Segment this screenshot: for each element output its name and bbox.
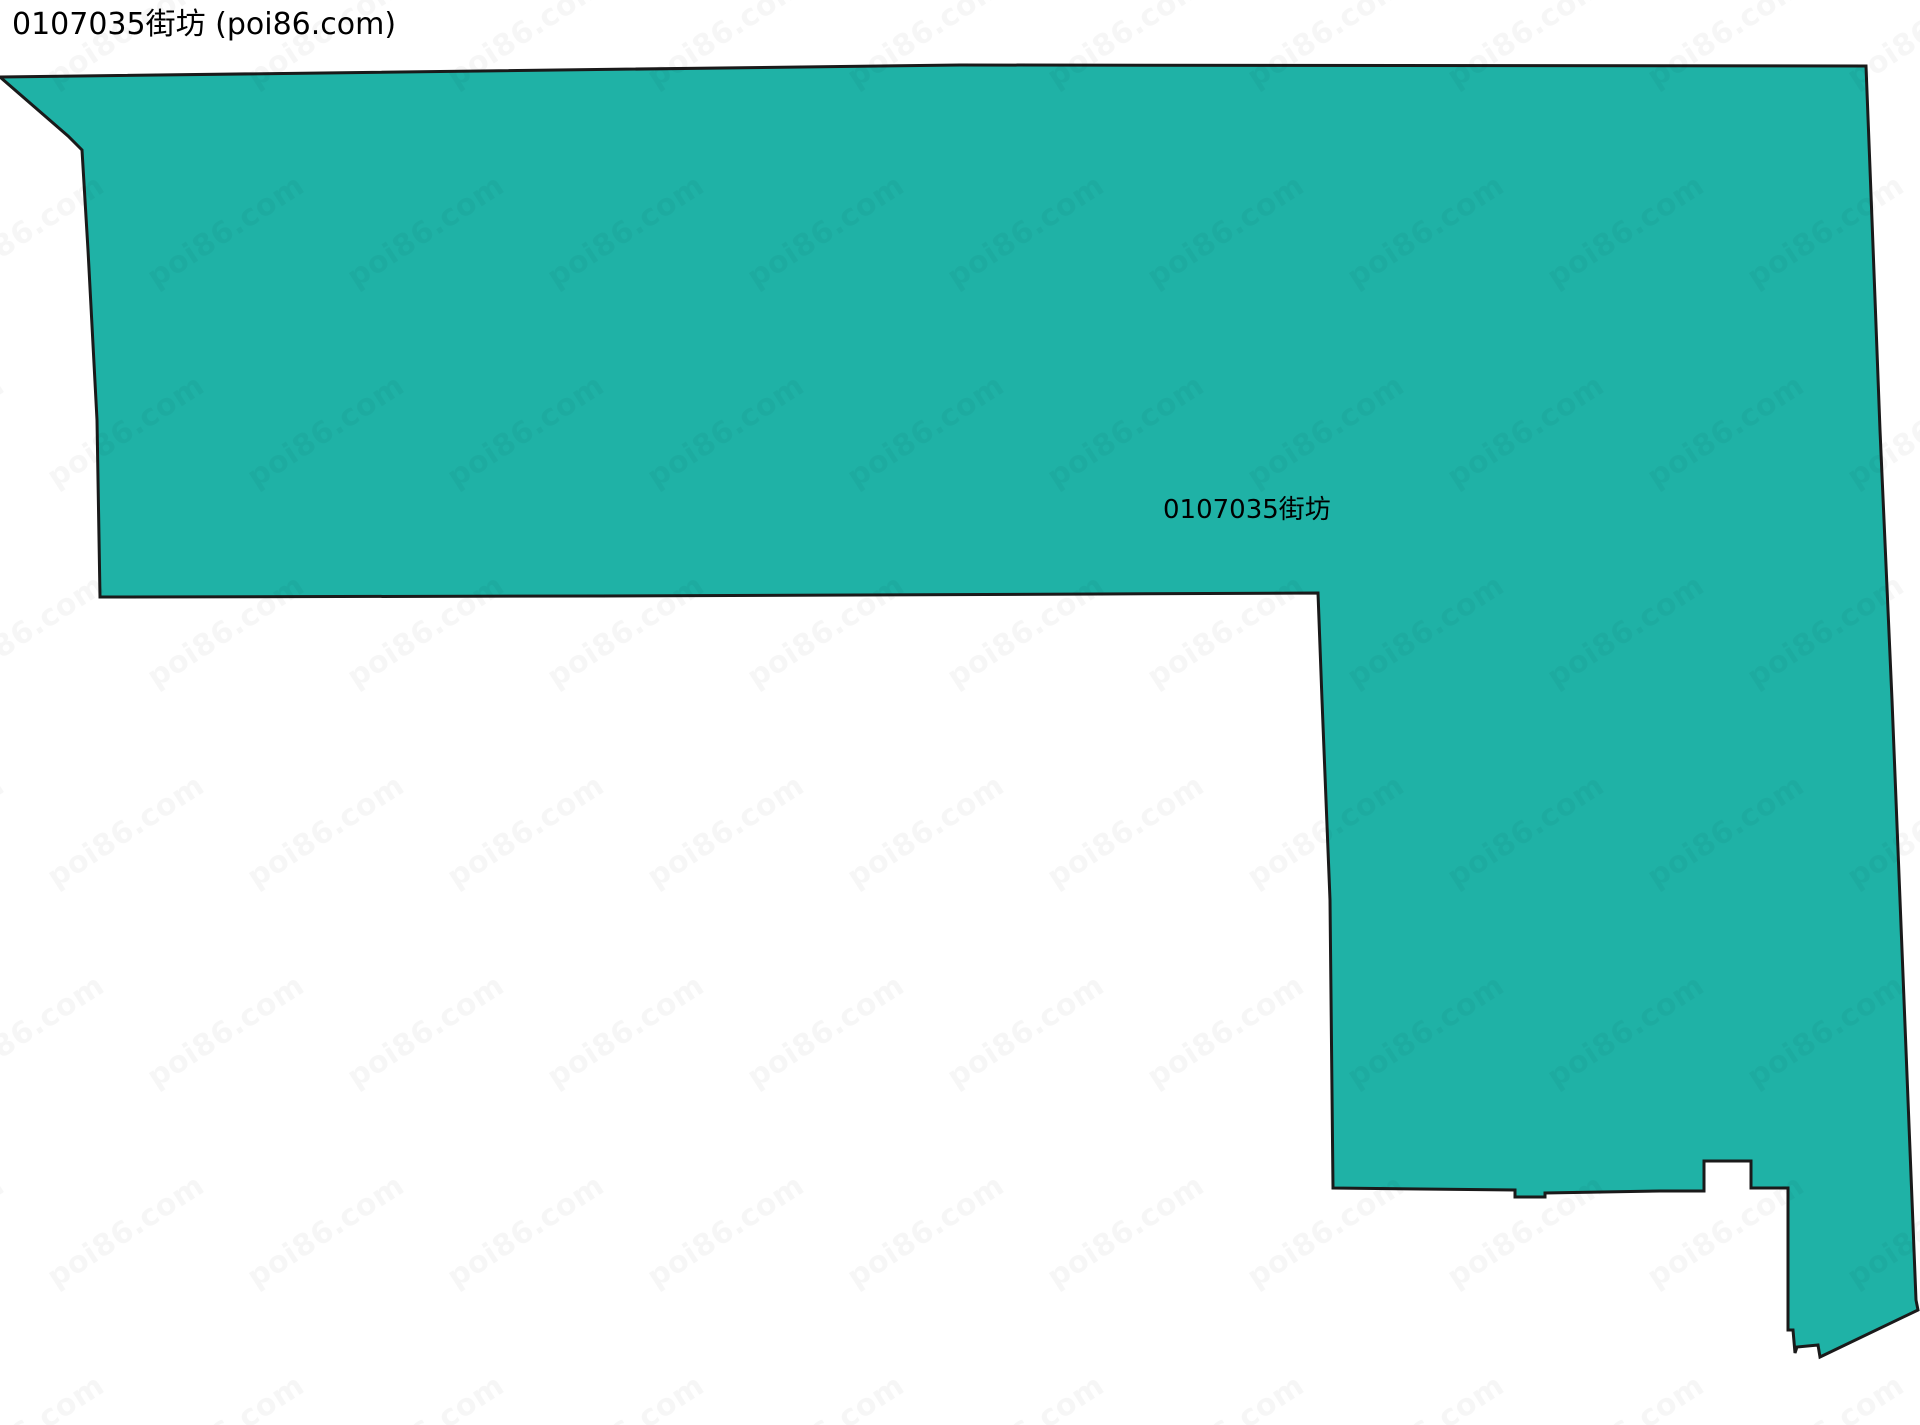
region-polygon[interactable]	[0, 63, 1920, 1360]
region-name-label: 0107035街坊	[1163, 495, 1331, 525]
page-title: 0107035街坊 (poi86.com)	[12, 7, 397, 42]
